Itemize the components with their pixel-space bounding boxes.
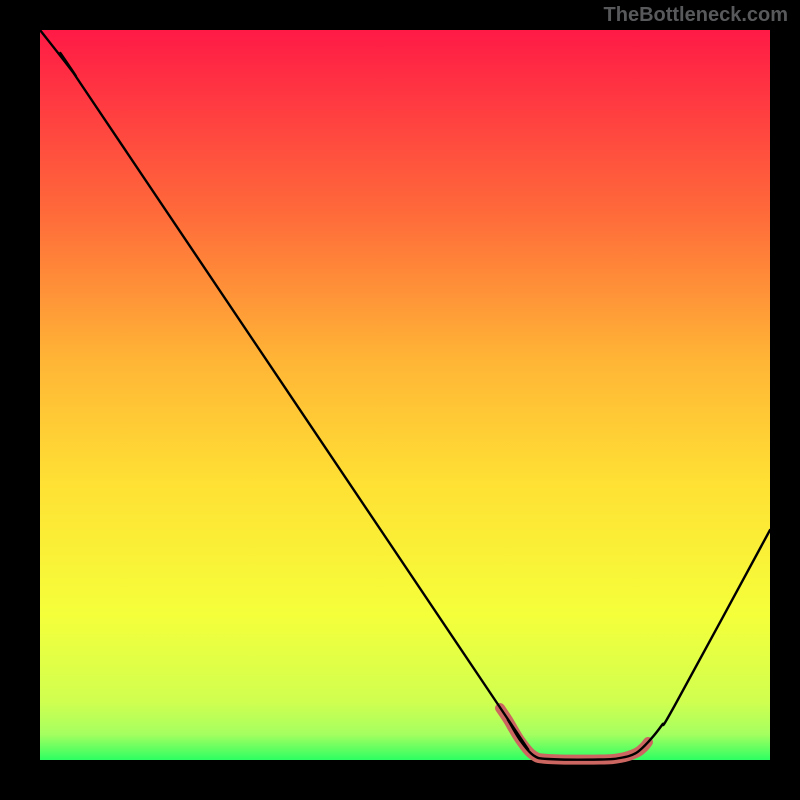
chart-plot-area [40,30,770,760]
watermark-text: TheBottleneck.com [604,4,788,27]
chart-svg [0,0,800,800]
chart-root: TheBottleneck.com [0,0,800,800]
chart-svg-holder [0,0,800,800]
